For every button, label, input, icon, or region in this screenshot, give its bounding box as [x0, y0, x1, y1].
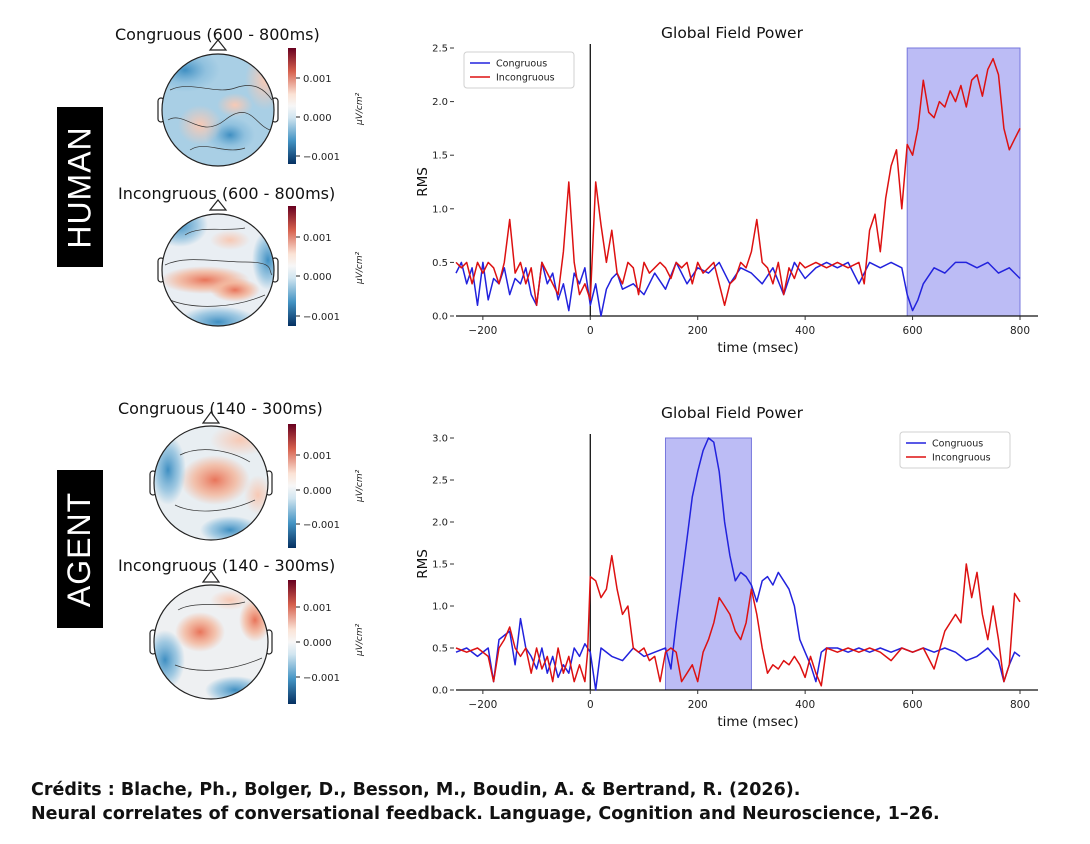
- chart-legend: Congruous Incongruous: [899, 431, 1011, 469]
- y-tick-label: 2.5: [432, 44, 448, 55]
- legend-label: Incongruous: [496, 73, 555, 84]
- y-tick-label: 2.5: [432, 476, 448, 487]
- legend-label: Congruous: [496, 59, 547, 70]
- chart-legend: Congruous Incongruous: [463, 51, 575, 89]
- colorbar-2: 0.001 0.000 −0.001 μV/cm²: [288, 206, 365, 326]
- x-tick-label: 800: [1010, 699, 1030, 711]
- colorbar-4: 0.001 0.000 −0.001 μV/cm²: [288, 580, 365, 704]
- colorbar-3: 0.001 0.000 −0.001 μV/cm²: [288, 424, 365, 548]
- y-tick-label: 1.0: [432, 602, 448, 613]
- x-tick-label: 600: [903, 325, 923, 337]
- topomap-title: Congruous (600 - 800ms): [115, 25, 320, 44]
- x-tick-label: 0: [587, 699, 594, 711]
- y-tick-label: 0.5: [432, 644, 448, 655]
- topomap-human-incongruous: [157, 199, 279, 327]
- legend-box: [463, 51, 575, 89]
- credits: Crédits : Blache, Ph., Bolger, D., Besso…: [31, 778, 940, 826]
- colorbar-tick: 0.001: [303, 603, 332, 614]
- x-tick-label: 800: [1010, 325, 1030, 337]
- gfp-chart-agent: 0.0 0.5 1.0 1.5 2.0 2.5 3.0 −200 0 200 400 600 800 ti…: [415, 431, 1038, 730]
- x-axis-label: time (msec): [717, 714, 798, 730]
- colorbar-unit: μV/cm²: [355, 92, 365, 126]
- colorbar-tick: 0.001: [303, 74, 332, 85]
- series-line-incongruous: [455, 554, 1021, 687]
- colorbar-tick: 0.000: [303, 272, 332, 283]
- x-tick-label: −200: [468, 699, 497, 711]
- series-line-congruous: [455, 437, 1021, 691]
- colorbar-tick: 0.000: [303, 638, 332, 649]
- row-label-agent: AGENT: [57, 470, 103, 628]
- topomap-human-congruous: [157, 39, 279, 167]
- x-tick-label: 400: [795, 325, 815, 337]
- colorbar-unit: μV/cm²: [355, 251, 365, 285]
- colorbar-unit: μV/cm²: [355, 469, 365, 503]
- topomap-title: Incongruous (600 - 800ms): [118, 184, 336, 203]
- colorbar-tick: 0.001: [303, 451, 332, 462]
- row-label-human: HUMAN: [57, 107, 103, 267]
- highlight-window: [664, 437, 752, 691]
- colorbar-tick: 0.001: [303, 233, 332, 244]
- y-tick-label: 1.5: [432, 560, 448, 571]
- topomap-title: Congruous (140 - 300ms): [118, 399, 323, 418]
- y-tick-label: 2.0: [432, 97, 448, 108]
- y-tick-label: 1.5: [432, 151, 448, 162]
- gfp-chart-human: 0.0 0.5 1.0 1.5 2.0 2.5 −200 0 200 400 600 800 time …: [415, 44, 1038, 356]
- y-axis-label: RMS: [415, 549, 431, 579]
- y-axis-label: RMS: [415, 167, 431, 197]
- legend-label: Congruous: [932, 439, 983, 450]
- y-tick-label: 0.5: [432, 258, 448, 269]
- credits-line-2: Neural correlates of conversational feed…: [31, 804, 940, 824]
- x-tick-label: 200: [688, 325, 708, 337]
- y-tick-label: 3.0: [432, 434, 448, 445]
- y-tick-label: 1.0: [432, 204, 448, 215]
- legend-box: [899, 431, 1011, 469]
- colorbar-tick: 0.000: [303, 113, 332, 124]
- topomap-title: Incongruous (140 - 300ms): [118, 556, 336, 575]
- colorbar-1: 0.001 0.000 −0.001 μV/cm²: [288, 48, 365, 164]
- x-tick-label: 0: [587, 325, 594, 337]
- colorbar-tick: −0.001: [303, 152, 340, 163]
- colorbar-tick: −0.001: [303, 312, 340, 323]
- chart-title-agent: Global Field Power: [661, 404, 803, 422]
- y-tick-label: 0.0: [432, 312, 448, 323]
- topomaps-panel: 0.001 0.000 −0.001 μV/cm² 0.001 0.000 −0…: [149, 39, 365, 704]
- chart-title-human: Global Field Power: [661, 24, 803, 42]
- series-line-incongruous: [455, 57, 1021, 307]
- colorbar-unit: μV/cm²: [355, 623, 365, 657]
- x-tick-label: −200: [468, 325, 497, 337]
- credits-line-1: Crédits : Blache, Ph., Bolger, D., Besso…: [31, 780, 801, 800]
- x-tick-label: 600: [903, 699, 923, 711]
- colorbar-tick: 0.000: [303, 486, 332, 497]
- y-tick-label: 0.0: [432, 686, 448, 697]
- x-tick-label: 400: [795, 699, 815, 711]
- y-tick-label: 2.0: [432, 518, 448, 529]
- legend-label: Incongruous: [932, 453, 991, 464]
- topomap-agent-congruous: [149, 410, 273, 541]
- series-line-congruous: [455, 261, 1021, 317]
- x-axis-label: time (msec): [717, 340, 798, 356]
- colorbar-tick: −0.001: [303, 673, 340, 684]
- topomap-agent-incongruous: [149, 569, 273, 700]
- colorbar-tick: −0.001: [303, 520, 340, 531]
- x-tick-label: 200: [688, 699, 708, 711]
